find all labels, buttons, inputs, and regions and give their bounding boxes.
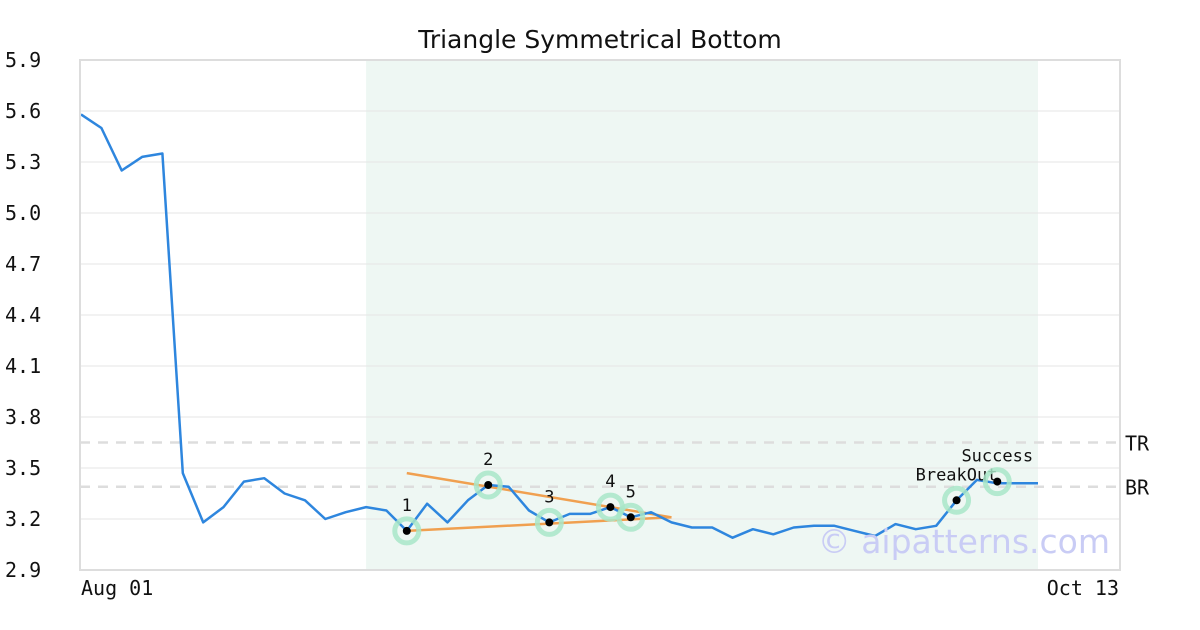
point-label: Success <box>961 447 1033 467</box>
y-tick-label: 4.7 <box>5 252 41 276</box>
point-marker <box>606 503 615 512</box>
point-label: 3 <box>544 487 554 507</box>
y-tick-label: 3.2 <box>5 507 41 531</box>
point-label: BreakOut <box>916 465 998 485</box>
point-halo <box>616 502 646 532</box>
y-tick-label: 3.8 <box>5 405 41 429</box>
point-label: 4 <box>605 472 615 492</box>
point-label: 5 <box>626 482 636 502</box>
point-marker <box>993 477 1002 486</box>
y-tick-label: 2.9 <box>5 558 41 582</box>
point-marker <box>952 496 961 505</box>
point-marker <box>484 481 493 489</box>
plot-frame <box>79 59 1121 571</box>
point-halo <box>473 470 503 500</box>
chart-title: Triangle Symmetrical Bottom <box>417 25 782 54</box>
x-axis: Aug 01 Oct 13 <box>81 576 1119 600</box>
x-tick-label: Aug 01 <box>81 576 153 600</box>
y-tick-label: 5.9 <box>5 48 41 72</box>
watermark: © aipatterns.com <box>818 522 1110 561</box>
y-tick-label: 5.3 <box>5 150 41 174</box>
point-halo <box>982 467 1012 497</box>
reference-line-label: BR <box>1125 476 1150 500</box>
reference-lines-layer: TR BR <box>80 432 1150 500</box>
y-tick-label: 4.1 <box>5 354 41 378</box>
point-label: 2 <box>483 450 493 470</box>
point-halo <box>942 485 972 515</box>
y-tick-label: 5.6 <box>5 99 41 123</box>
y-axis: 5.9 5.6 5.3 5.0 4.7 4.4 4.1 3.8 3.5 3.2 2.9 <box>5 48 41 582</box>
point-marker <box>626 513 635 522</box>
point-halo <box>392 516 422 546</box>
point-label: 1 <box>402 496 412 516</box>
point-marker <box>402 526 411 535</box>
x-tick-label: Oct 13 <box>1047 576 1119 600</box>
point-marker <box>545 518 554 527</box>
y-tick-label: 3.5 <box>5 456 41 480</box>
grid-layer <box>80 110 1120 520</box>
trend-line <box>406 471 672 519</box>
y-tick-label: 4.4 <box>5 303 41 327</box>
reference-line-label: TR <box>1125 432 1150 456</box>
y-tick-label: 5.0 <box>5 201 41 225</box>
point-halo <box>534 507 564 537</box>
